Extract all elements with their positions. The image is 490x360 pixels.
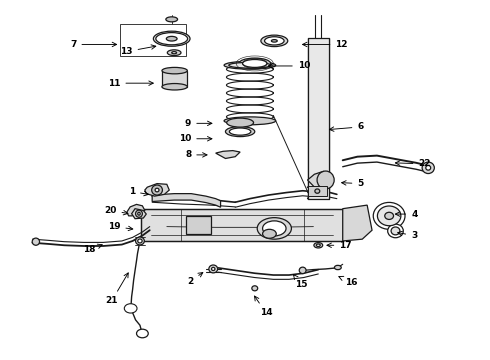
Ellipse shape <box>136 237 145 245</box>
Text: 1: 1 <box>129 187 148 196</box>
Text: 22: 22 <box>395 159 431 168</box>
Ellipse shape <box>162 84 187 90</box>
Ellipse shape <box>388 224 403 238</box>
Ellipse shape <box>224 117 276 125</box>
Text: 5: 5 <box>342 179 364 188</box>
Text: 9: 9 <box>185 119 212 128</box>
Text: 10: 10 <box>269 62 310 71</box>
Ellipse shape <box>257 218 292 239</box>
Ellipse shape <box>155 188 159 192</box>
Ellipse shape <box>252 286 258 291</box>
Text: 12: 12 <box>302 40 348 49</box>
Text: 4: 4 <box>395 210 417 219</box>
Text: 20: 20 <box>104 206 128 215</box>
Text: 14: 14 <box>254 296 272 317</box>
Polygon shape <box>186 216 211 234</box>
Polygon shape <box>145 184 169 196</box>
Ellipse shape <box>138 212 140 215</box>
Ellipse shape <box>209 265 218 273</box>
Ellipse shape <box>32 238 40 245</box>
Ellipse shape <box>156 33 188 45</box>
Ellipse shape <box>225 127 255 136</box>
Text: 21: 21 <box>105 273 128 305</box>
Ellipse shape <box>263 221 286 236</box>
Polygon shape <box>132 209 147 219</box>
Ellipse shape <box>152 185 162 195</box>
Ellipse shape <box>172 51 176 54</box>
Ellipse shape <box>167 50 181 55</box>
Polygon shape <box>343 205 372 241</box>
Ellipse shape <box>162 67 187 74</box>
Ellipse shape <box>136 210 143 217</box>
Text: 16: 16 <box>339 276 358 287</box>
Ellipse shape <box>391 227 400 235</box>
Ellipse shape <box>315 189 320 193</box>
Text: 2: 2 <box>188 273 203 285</box>
Circle shape <box>137 329 148 338</box>
Ellipse shape <box>299 267 306 274</box>
Ellipse shape <box>243 59 267 67</box>
Polygon shape <box>142 209 343 241</box>
Polygon shape <box>152 194 220 207</box>
Ellipse shape <box>227 118 253 127</box>
Text: 10: 10 <box>179 134 212 143</box>
Ellipse shape <box>422 162 434 174</box>
Ellipse shape <box>265 37 284 45</box>
Text: 13: 13 <box>120 45 156 56</box>
Ellipse shape <box>138 239 142 243</box>
Ellipse shape <box>224 61 276 69</box>
Ellipse shape <box>385 212 393 220</box>
Ellipse shape <box>212 267 215 271</box>
Ellipse shape <box>317 244 320 247</box>
Text: 8: 8 <box>185 150 207 159</box>
Circle shape <box>124 304 137 313</box>
Text: 6: 6 <box>329 122 364 131</box>
Ellipse shape <box>373 202 405 229</box>
Text: 7: 7 <box>70 40 117 49</box>
Polygon shape <box>216 150 240 158</box>
Ellipse shape <box>271 40 277 42</box>
Ellipse shape <box>334 265 341 270</box>
Ellipse shape <box>229 128 251 135</box>
Text: 18: 18 <box>83 244 102 254</box>
Bar <box>308 186 327 196</box>
Ellipse shape <box>314 243 323 248</box>
Polygon shape <box>308 171 332 190</box>
Polygon shape <box>308 39 329 199</box>
Text: 19: 19 <box>108 222 133 231</box>
Ellipse shape <box>317 171 334 189</box>
Ellipse shape <box>377 206 401 226</box>
Text: 17: 17 <box>327 241 352 250</box>
Ellipse shape <box>261 35 288 46</box>
Ellipse shape <box>153 31 190 46</box>
Ellipse shape <box>229 62 271 68</box>
Ellipse shape <box>166 36 177 41</box>
Ellipse shape <box>166 17 177 22</box>
Polygon shape <box>127 204 145 216</box>
Ellipse shape <box>426 166 431 170</box>
Ellipse shape <box>239 58 270 69</box>
Bar <box>162 71 187 87</box>
Text: 11: 11 <box>108 79 153 88</box>
Ellipse shape <box>263 229 276 238</box>
Text: 15: 15 <box>294 275 308 289</box>
Bar <box>121 24 186 56</box>
Text: 3: 3 <box>398 231 417 240</box>
